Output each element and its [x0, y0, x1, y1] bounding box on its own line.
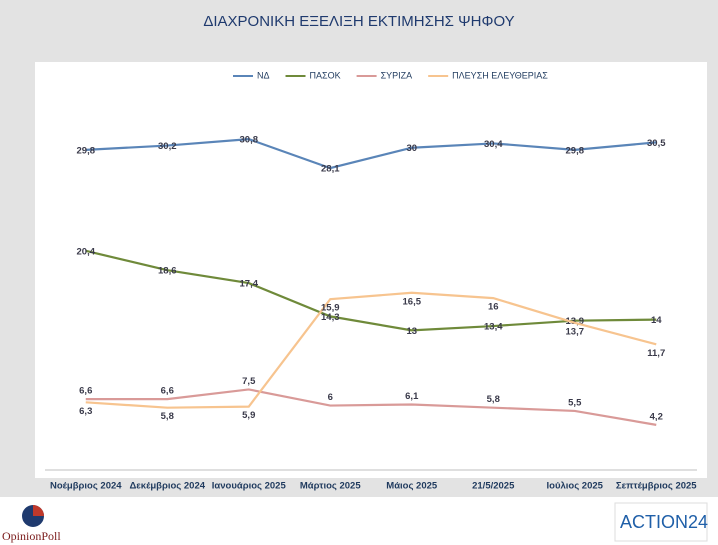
x-tick-label: Μάρτιος 2025 [300, 481, 361, 492]
x-tick-label: Νοέμβριος 2024 [50, 481, 122, 492]
data-label: 29,8 [77, 145, 96, 156]
data-label: 13 [406, 326, 417, 337]
logo-right: ACTION24 [620, 512, 708, 532]
data-label: 5,8 [161, 411, 174, 422]
data-label: 16 [488, 302, 499, 313]
footer [0, 497, 718, 545]
data-label: 15,9 [321, 303, 340, 314]
data-label: 30 [406, 143, 417, 154]
data-label: 30,2 [158, 141, 177, 152]
series-line [85, 291, 657, 409]
data-label: 4,2 [650, 411, 663, 422]
data-label: 17,4 [240, 279, 259, 290]
logo-box [614, 502, 708, 542]
legend-label: ΠΑΣΟΚ [310, 70, 341, 80]
data-label: 28,1 [321, 164, 340, 175]
data-label: 30,4 [484, 139, 503, 150]
data-label: 30,8 [240, 135, 259, 146]
series-line [85, 138, 657, 170]
legend-label: ΣΥΡΙΖΑ [381, 70, 413, 80]
data-label: 5,9 [242, 410, 255, 421]
data-label: 5,8 [487, 394, 500, 405]
logo-icon-part [33, 505, 44, 516]
data-label: 18,6 [158, 266, 177, 277]
data-label: 29,8 [566, 145, 585, 156]
data-label: 6,6 [79, 386, 92, 397]
data-label: 7,5 [242, 376, 256, 387]
logo-left: OpinionPoll [2, 529, 61, 543]
legend-label: ΠΛΕΥΣΗ ΕΛΕΥΘΕΡΙΑΣ [452, 70, 548, 80]
data-label: 6,1 [405, 391, 419, 402]
series-line [85, 388, 657, 426]
data-label: 16,5 [403, 296, 422, 307]
data-label: 13,7 [566, 326, 585, 337]
x-tick-label: 21/5/2025 [472, 481, 515, 492]
data-label: 6,3 [79, 406, 92, 417]
chart-title: ΔΙΑΧΡΟΝΙΚΗ ΕΞΕΛΙΞΗ ΕΚΤΙΜΗΣΗΣ ΨΗΦΟΥ [203, 13, 514, 30]
x-tick-label: Δεκέμβριος 2024 [129, 481, 205, 492]
data-label: 30,5 [647, 138, 666, 149]
data-label: 20,4 [77, 246, 96, 257]
legend-label: ΝΔ [257, 70, 270, 80]
data-label: 13,4 [484, 322, 503, 333]
data-label: 14 [651, 315, 662, 326]
series-line [85, 249, 657, 332]
data-label: 14,3 [321, 312, 340, 323]
data-label: 6,6 [161, 386, 174, 397]
x-tick-label: Μάιος 2025 [386, 481, 438, 492]
plot-panel [35, 62, 707, 478]
data-label: 11,7 [647, 348, 665, 359]
x-tick-label: Ιανουάριος 2025 [212, 481, 287, 492]
x-tick-label: Σεπτέμβριος 2025 [616, 481, 697, 492]
data-label: 6 [328, 392, 333, 403]
data-label: 5,5 [568, 397, 582, 408]
x-tick-label: Ιούλιος 2025 [547, 481, 604, 492]
